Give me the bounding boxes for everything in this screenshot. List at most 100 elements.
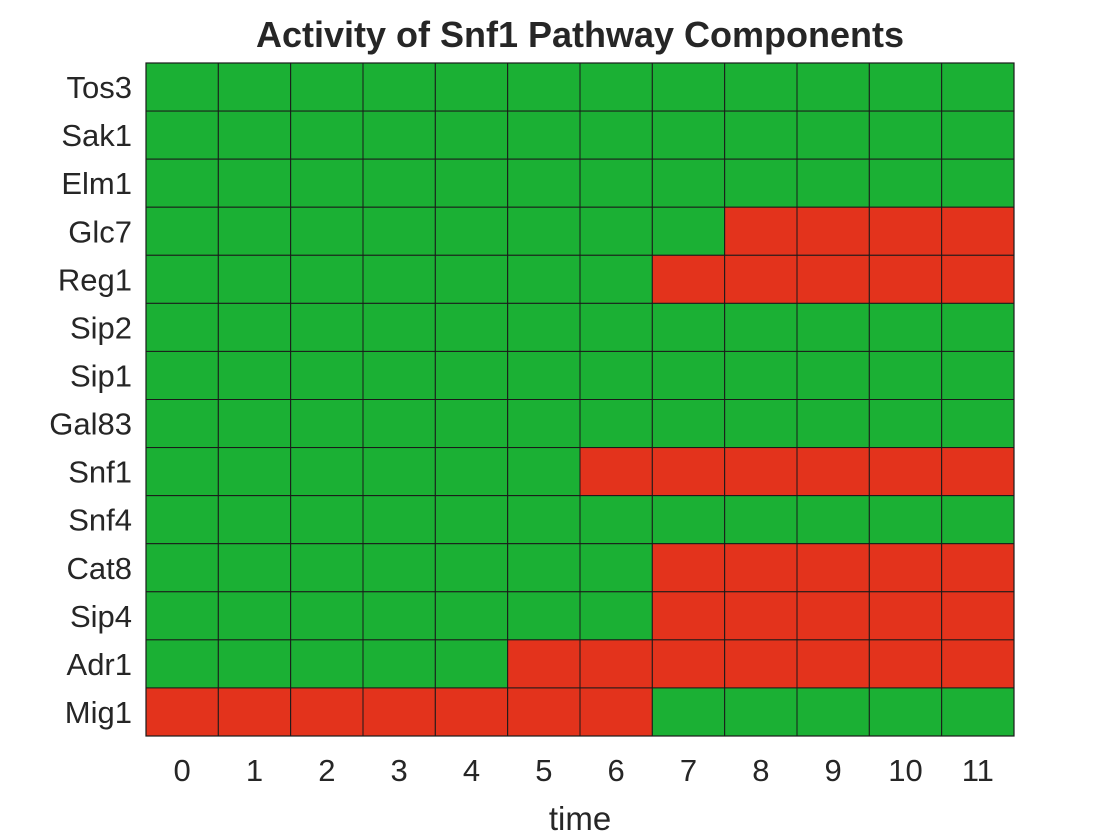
heatmap-cell <box>868 399 943 449</box>
y-tick-labels: Tos3 Sak1 Elm1 Glc7 Reg1 Sip2 Sip1 Gal83 Snf1 Snf… <box>49 70 132 730</box>
y-tick-label: Snf4 <box>68 503 132 538</box>
heatmap-cell <box>579 639 653 689</box>
heatmap-cell <box>362 447 436 497</box>
heatmap-cell <box>145 62 219 112</box>
heatmap-cell <box>868 687 943 737</box>
y-tick-label: Mig1 <box>65 695 132 730</box>
heatmap-cell <box>941 543 1015 593</box>
heatmap-cell <box>434 302 509 352</box>
y-tick-label: Adr1 <box>67 647 132 682</box>
heatmap-cell <box>217 687 292 737</box>
y-tick-label: Sip2 <box>70 310 132 345</box>
heatmap-cell <box>651 62 726 112</box>
heatmap-cell <box>579 110 653 160</box>
heatmap-cell <box>145 687 219 737</box>
heatmap-cells <box>145 62 1015 737</box>
heatmap-cell <box>362 543 436 593</box>
heatmap-cell <box>651 591 726 641</box>
heatmap-cell <box>145 158 219 208</box>
heatmap-cell <box>796 591 870 641</box>
heatmap-cell <box>434 447 509 497</box>
y-tick-label: Tos3 <box>67 70 132 105</box>
heatmap-cell <box>941 399 1015 449</box>
heatmap-cell <box>941 158 1015 208</box>
heatmap-cell <box>217 350 292 400</box>
x-tick-label: 4 <box>463 753 480 788</box>
heatmap-cell <box>651 350 726 400</box>
heatmap-cell <box>290 447 364 497</box>
heatmap-cell <box>796 110 870 160</box>
heatmap-cell <box>579 495 653 545</box>
heatmap-cell <box>290 110 364 160</box>
y-tick-label: Elm1 <box>61 166 132 201</box>
heatmap-cell <box>507 110 581 160</box>
heatmap-cell <box>362 62 436 112</box>
y-tick-label: Cat8 <box>67 551 132 586</box>
heatmap-cell <box>507 543 581 593</box>
heatmap-cell <box>941 687 1015 737</box>
heatmap-cell <box>868 350 943 400</box>
heatmap-cell <box>434 399 509 449</box>
heatmap-cell <box>362 158 436 208</box>
heatmap-cell <box>507 350 581 400</box>
heatmap-cell <box>724 350 798 400</box>
heatmap-cell <box>724 302 798 352</box>
heatmap-cell <box>362 399 436 449</box>
heatmap-cell <box>579 687 653 737</box>
heatmap-cell <box>868 110 943 160</box>
heatmap-cell <box>507 447 581 497</box>
heatmap-cell <box>145 254 219 304</box>
heatmap-cell <box>868 302 943 352</box>
heatmap-cell <box>217 495 292 545</box>
heatmap-cell <box>217 591 292 641</box>
heatmap-cell <box>724 62 798 112</box>
heatmap-cell <box>941 591 1015 641</box>
x-tick-label: 10 <box>888 753 922 788</box>
heatmap-cell <box>217 110 292 160</box>
heatmap-cell <box>796 447 870 497</box>
heatmap-cell <box>651 543 726 593</box>
heatmap-cell <box>434 591 509 641</box>
heatmap-cell <box>724 254 798 304</box>
heatmap-cell <box>290 591 364 641</box>
x-tick-label: 6 <box>608 753 625 788</box>
heatmap-cell <box>579 206 653 256</box>
x-axis-label: time <box>549 800 611 837</box>
heatmap-cell <box>507 302 581 352</box>
heatmap-cell <box>434 543 509 593</box>
heatmap-cell <box>796 687 870 737</box>
heatmap-cell <box>724 447 798 497</box>
heatmap-cell <box>507 639 581 689</box>
heatmap-cell <box>796 399 870 449</box>
heatmap-cell <box>362 687 436 737</box>
heatmap-cell <box>145 302 219 352</box>
plot-frame <box>145 62 1015 737</box>
heatmap-cell <box>941 254 1015 304</box>
heatmap-cell <box>724 687 798 737</box>
heatmap-cell <box>290 495 364 545</box>
heatmap-cell <box>579 350 653 400</box>
heatmap-cell <box>724 206 798 256</box>
heatmap-cell <box>217 158 292 208</box>
heatmap-cell <box>217 206 292 256</box>
heatmap-cell <box>796 350 870 400</box>
heatmap-cell <box>145 110 219 160</box>
heatmap-cell <box>724 591 798 641</box>
heatmap-cell <box>145 639 219 689</box>
heatmap-cell <box>579 543 653 593</box>
x-tick-label: 11 <box>962 753 994 788</box>
heatmap-cell <box>941 639 1015 689</box>
heatmap-cell <box>145 206 219 256</box>
heatmap-cell <box>941 62 1015 112</box>
heatmap-cell <box>651 302 726 352</box>
heatmap-cell <box>507 591 581 641</box>
y-tick-label: Sak1 <box>61 118 132 153</box>
heatmap-cell <box>796 206 870 256</box>
heatmap-cell <box>796 158 870 208</box>
heatmap-cell <box>362 110 436 160</box>
y-tick-label: Sip1 <box>70 358 132 393</box>
heatmap-cell <box>941 110 1015 160</box>
heatmap-cell <box>434 110 509 160</box>
y-tick-label: Sip4 <box>70 599 132 634</box>
